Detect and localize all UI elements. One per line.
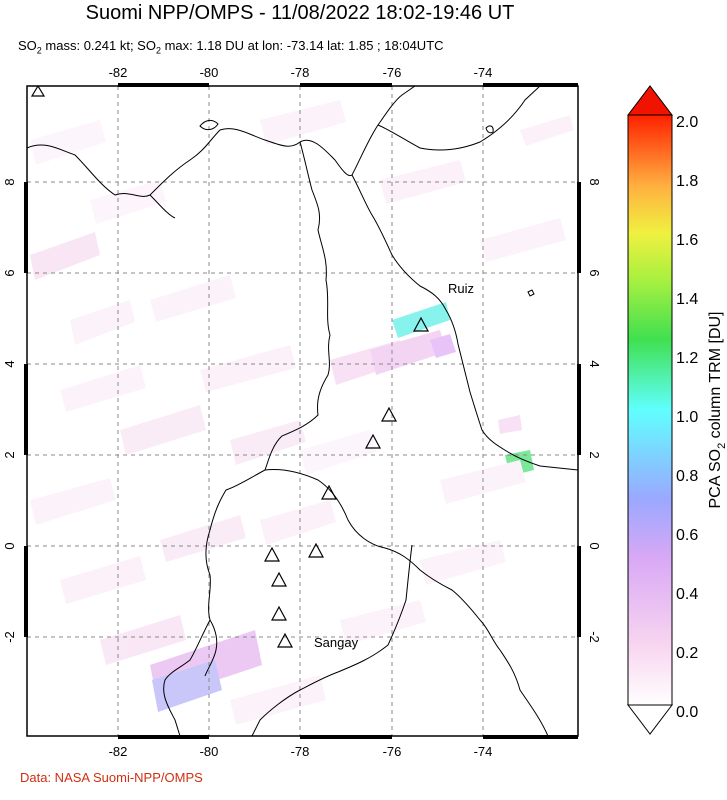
volcano-marker (380, 406, 398, 422)
colorbar-tick: 1.2 (676, 350, 698, 367)
colorbar-tick: 1.4 (676, 291, 698, 308)
frame-ticks (24, 83, 581, 739)
lon-label: -80 (200, 744, 219, 759)
colorbar-ticks: 2.0 1.8 1.6 1.4 1.2 1.0 0.8 0.6 0.4 0.2 … (676, 114, 698, 721)
colorbar-tick: 0.0 (676, 704, 698, 721)
volcano-label-ruiz: Ruiz (448, 281, 474, 296)
map-title: Suomi NPP/OMPS - 11/08/2022 18:02-19:46 … (85, 2, 515, 24)
graticule (27, 86, 578, 736)
volcano-marker-ruiz (412, 316, 430, 332)
lon-label: -76 (383, 65, 402, 80)
lat-label: 4 (587, 360, 602, 367)
lat-label: 8 (2, 178, 17, 185)
colorbar-min-arrow (626, 704, 674, 735)
lat-label: 6 (587, 269, 602, 276)
colorbar-max-arrow (626, 85, 674, 116)
volcano-marker (364, 433, 382, 449)
volcano-marker-sangay (276, 632, 294, 648)
volcano-marker (320, 484, 338, 500)
colorbar-tick: 1.0 (676, 409, 698, 426)
colorbar-tick: 0.6 (676, 527, 698, 544)
lat-label: 4 (2, 360, 17, 367)
colorbar-tick: 0.8 (676, 468, 698, 485)
colorbar-gradient (627, 114, 673, 706)
volcano-marker (263, 546, 281, 562)
map-subtitle: SO2 mass: 0.241 kt; SO2 max: 1.18 DU at … (18, 38, 444, 56)
lon-label: -76 (383, 744, 402, 759)
lon-label: -78 (291, 65, 310, 80)
volcano-label-sangay: Sangay (314, 635, 359, 650)
volcano-marker (30, 86, 46, 97)
lat-label: 2 (587, 451, 602, 458)
lat-label: -2 (587, 631, 602, 643)
colorbar-tick: 1.6 (676, 232, 698, 249)
lon-label: -80 (200, 65, 219, 80)
volcano-marker (307, 542, 325, 558)
lat-label: 8 (587, 178, 602, 185)
lat-label: -2 (2, 631, 17, 643)
lat-label: 2 (2, 451, 17, 458)
lat-labels-left: 8 6 4 2 0 -2 (2, 178, 17, 642)
lon-labels-top: -82 -80 -78 -76 -74 (109, 65, 493, 80)
colorbar-tick: 0.4 (676, 586, 698, 603)
colorbar-tick: 2.0 (676, 114, 698, 131)
data-credit: Data: NASA Suomi-NPP/OMPS (20, 770, 203, 785)
lon-label: -78 (291, 744, 310, 759)
colorbar-title: PCA SO2 column TRM [DU] (707, 312, 727, 509)
lon-label: -74 (474, 65, 493, 80)
lat-labels-right: 8 6 4 2 0 -2 (587, 178, 602, 642)
colorbar-tick: 1.8 (676, 173, 698, 190)
volcano-markers (30, 86, 430, 648)
lat-label: 0 (2, 542, 17, 549)
lat-label: 6 (2, 269, 17, 276)
lon-label: -74 (474, 744, 493, 759)
lon-label: -82 (109, 744, 128, 759)
lat-label: 0 (587, 542, 602, 549)
colorbar-tick: 0.2 (676, 645, 698, 662)
lon-label: -82 (109, 65, 128, 80)
colorbar: 2.0 1.8 1.6 1.4 1.2 1.0 0.8 0.6 0.4 0.2 … (626, 85, 727, 735)
lon-labels-bottom: -82 -80 -78 -76 -74 (109, 744, 493, 759)
volcano-marker (270, 605, 288, 621)
volcano-marker (270, 571, 288, 587)
